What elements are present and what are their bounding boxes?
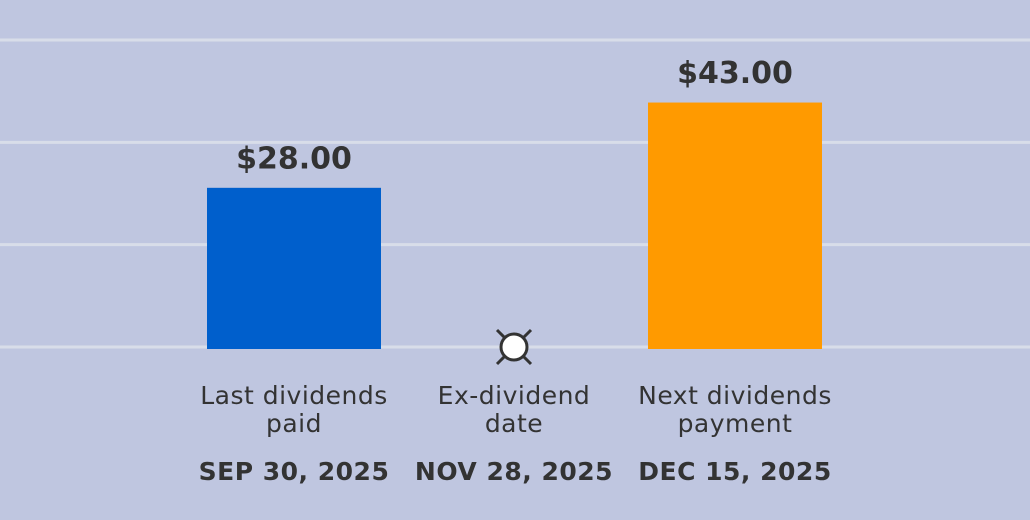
date-label: SEP 30, 2025 (198, 457, 390, 486)
ex-dividend-marker (499, 332, 529, 362)
bar (207, 187, 381, 349)
category-label: Last dividends paid (200, 381, 388, 438)
value-label: $43.00 (677, 56, 793, 91)
value-label: $28.00 (236, 141, 352, 176)
date-label: NOV 28, 2025 (414, 457, 614, 486)
category-label: Next dividends payment (638, 381, 832, 438)
bar (648, 102, 822, 349)
date-label: DEC 15, 2025 (638, 457, 832, 486)
category-label: Ex-dividend date (437, 381, 591, 438)
